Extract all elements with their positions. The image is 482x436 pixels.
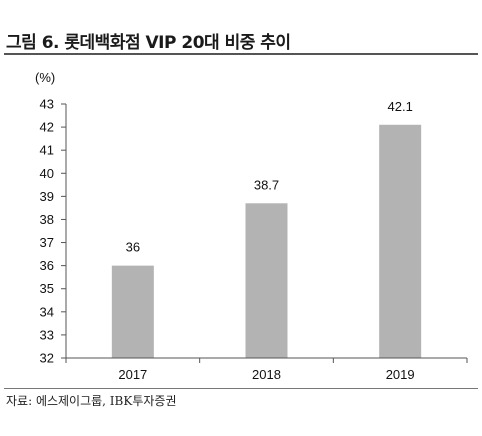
title-rule	[4, 53, 478, 55]
bar-2017	[111, 265, 154, 358]
chart-title: 그림 6. 롯데백화점 VIP 20대 비중 추이	[6, 33, 291, 53]
y-tick-label: 40	[40, 166, 54, 181]
y-tick-label: 33	[40, 327, 54, 342]
x-axis: 2017 2018 2019	[65, 357, 468, 382]
y-tick-label: 42	[40, 120, 54, 135]
y-tick-label: 36	[40, 258, 54, 273]
x-tick-label: 2017	[118, 367, 147, 382]
y-tick-label: 39	[40, 189, 54, 204]
x-tick-label: 2018	[252, 367, 281, 382]
footer-rule	[4, 388, 478, 389]
x-tick-label: 2019	[386, 367, 415, 382]
y-unit-label: (%)	[35, 70, 55, 85]
data-label-2018: 38.7	[254, 177, 279, 192]
y-tick-label: 32	[40, 351, 54, 366]
bar-2018	[245, 203, 288, 358]
data-label-2019: 42.1	[388, 99, 413, 114]
data-label-2017: 36	[126, 240, 140, 255]
y-tick-label: 37	[40, 235, 54, 250]
y-tick-label: 38	[40, 212, 54, 227]
y-tick-label: 41	[40, 143, 54, 158]
bars: 36 38.7 42.1	[111, 99, 422, 358]
y-axis: 32 33 34 35 36 37 38 39 40 41 42 43	[40, 97, 67, 366]
y-tick-label: 34	[40, 304, 54, 319]
source-note: 자료: 에스제이그룹, IBK투자증권	[6, 394, 177, 408]
y-tick-label: 35	[40, 281, 54, 296]
bar-2019	[379, 124, 422, 358]
y-tick-label: 43	[40, 97, 54, 112]
